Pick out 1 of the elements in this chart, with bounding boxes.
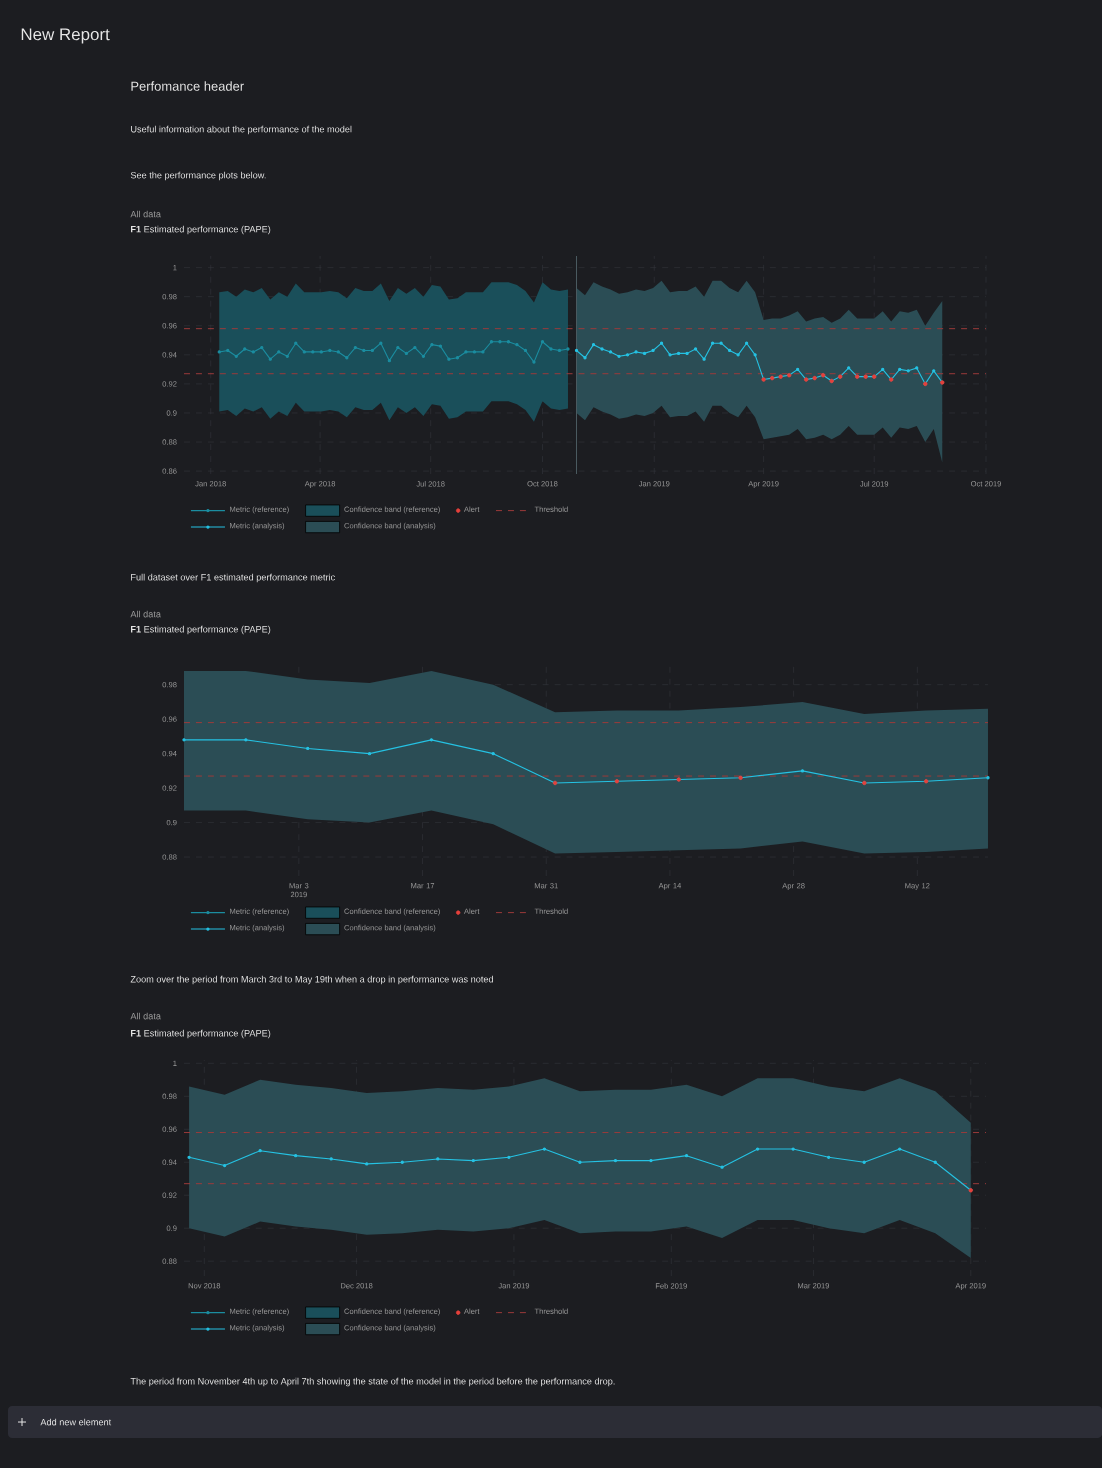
text: New Report — [21, 28, 110, 44]
